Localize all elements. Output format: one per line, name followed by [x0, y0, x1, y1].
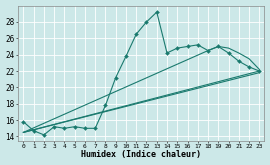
X-axis label: Humidex (Indice chaleur): Humidex (Indice chaleur) [81, 150, 201, 159]
